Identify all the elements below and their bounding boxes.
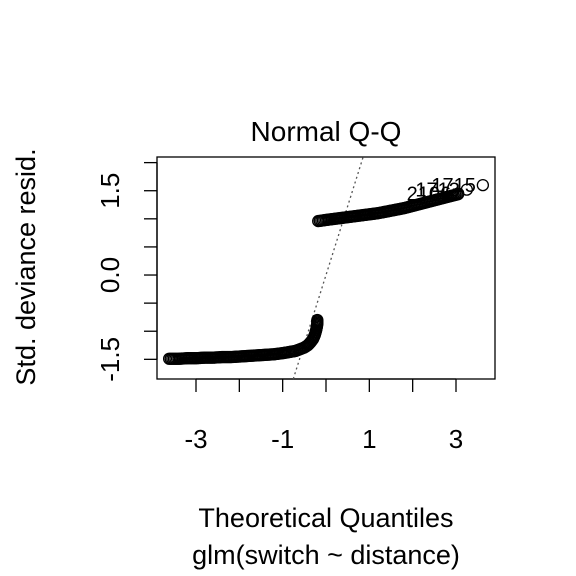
qq-point xyxy=(311,313,324,327)
x-tick-label: -3 xyxy=(184,424,207,454)
y-tick-label: 1.5 xyxy=(95,173,125,209)
point-label: 1715 xyxy=(431,175,476,197)
point-label: 2106 xyxy=(407,184,452,206)
y-axis-label: Std. deviance resid. xyxy=(11,148,41,385)
x-axis-label: Theoretical Quantiles xyxy=(198,503,453,533)
y-tick-label: -1.5 xyxy=(95,337,125,382)
x-tick-label: -1 xyxy=(271,424,294,454)
x-tick-label: 3 xyxy=(449,424,463,454)
qq-reference-line xyxy=(292,156,364,380)
y-axis: -1.5 0.0 1.5 xyxy=(95,161,158,382)
point-label: 1713 xyxy=(415,180,460,202)
chart-title: Normal Q-Q xyxy=(251,116,402,147)
x-tick-label: 1 xyxy=(362,424,376,454)
y-tick-label: 0.0 xyxy=(95,257,125,293)
qq-point-labeled xyxy=(452,187,465,200)
qq-point-labeled xyxy=(476,178,490,192)
chart-subtitle: glm(switch ~ distance) xyxy=(192,540,460,570)
x-axis: -3 -1 1 3 xyxy=(184,378,463,454)
